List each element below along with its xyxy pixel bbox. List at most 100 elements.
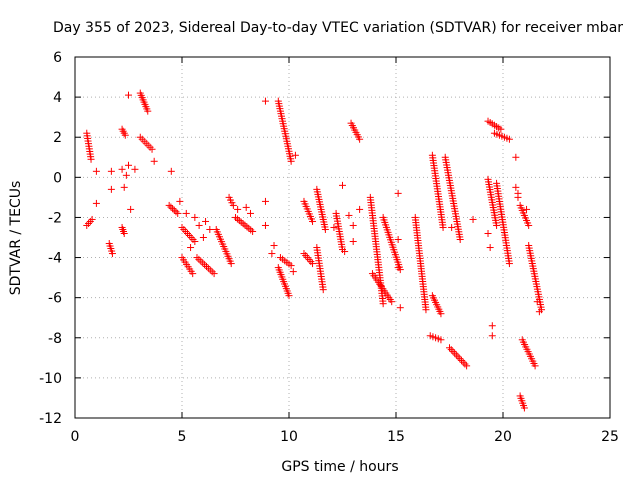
chart-title: Day 355 of 2023, Sidereal Day-to-day VTE… [53,20,623,36]
data-point [172,208,180,216]
data-point [239,220,247,228]
data-point [206,225,214,233]
data-point [195,255,203,263]
data-point [227,260,235,268]
data-point [122,171,130,179]
data-point [484,229,492,237]
data-point [452,351,460,359]
data-point [523,205,531,213]
y-axis-label: SDTVAR / TECUs [8,181,24,296]
data-point [533,298,541,306]
data-point [446,344,453,352]
data-point [422,306,430,314]
data-point [512,153,520,161]
data-point [87,155,95,163]
y-tick-label: 6 [53,50,62,66]
data-point [356,205,364,213]
x-tick-label: 0 [71,429,80,445]
x-tick-label: 10 [280,429,298,445]
data-point [125,161,132,169]
data-point [287,157,295,165]
data-point [309,260,317,268]
data-point [118,165,126,173]
y-tick-label: -12 [39,411,62,427]
data-point [92,167,100,175]
y-tick-label: -4 [48,251,62,267]
data-point [463,362,471,370]
data-point [170,206,178,214]
data-point [210,270,218,278]
data-point [167,203,175,211]
data-point [505,260,513,268]
data-point [174,209,182,217]
data-point [261,221,269,229]
data-point [388,298,396,306]
data-point [232,213,239,221]
data-point [439,223,447,231]
data-point [165,201,173,209]
data-point [488,332,496,340]
data-point [289,268,297,276]
data-point [197,257,205,265]
data-point [268,250,276,258]
data-point [514,189,522,197]
data-point [456,236,464,244]
y-tick-label: 2 [53,130,62,146]
data-point [176,197,184,205]
data-point [319,286,327,294]
data-point [285,292,293,300]
data-point [193,254,201,262]
data-point [150,157,158,165]
y-tick-label: -6 [48,291,62,307]
data-point [287,262,295,270]
data-point [131,165,139,173]
plot-frame [74,56,611,419]
data-point [242,203,250,211]
data-point [497,125,505,133]
data-point [189,270,197,278]
data-point [457,356,465,364]
data-point [270,242,278,250]
data-point [229,201,237,209]
data-point [169,205,177,213]
x-tick-label: 20 [494,429,512,445]
data-point [448,223,456,231]
data-point [396,304,404,312]
data-point [349,238,357,246]
x-tick-label: 25 [601,429,619,445]
data-point [237,218,245,226]
data-point [379,300,387,308]
data-point [461,360,469,368]
data-point [249,227,257,235]
tick-labels: 0 5 10 15 20 25 -12 -10 -8 -6 -4 -2 0 2 4 6 [39,50,619,445]
data-point [187,244,195,252]
data-point [234,205,242,213]
data-point [233,215,241,223]
data-point [88,215,96,223]
data-point [531,362,539,370]
data-point [339,181,346,189]
data-point [191,238,199,246]
data-point [202,217,210,225]
data-point [208,268,216,276]
data-point [245,224,253,232]
data-point [199,234,207,241]
data-point [525,221,533,229]
data-point [454,353,462,361]
data-point [437,336,445,344]
data-point [125,91,132,99]
data-point [167,167,175,175]
x-tick-label: 5 [178,429,187,445]
data-point [451,349,459,357]
data-point [261,197,269,205]
data-point [201,261,209,269]
data-point [199,259,207,267]
data-point [437,310,445,318]
data-point [493,221,501,229]
data-point [535,308,543,316]
data-points [83,89,546,412]
data-point [148,145,156,153]
x-axis-label: GPS time / hours [281,459,398,475]
data-point [512,183,520,191]
